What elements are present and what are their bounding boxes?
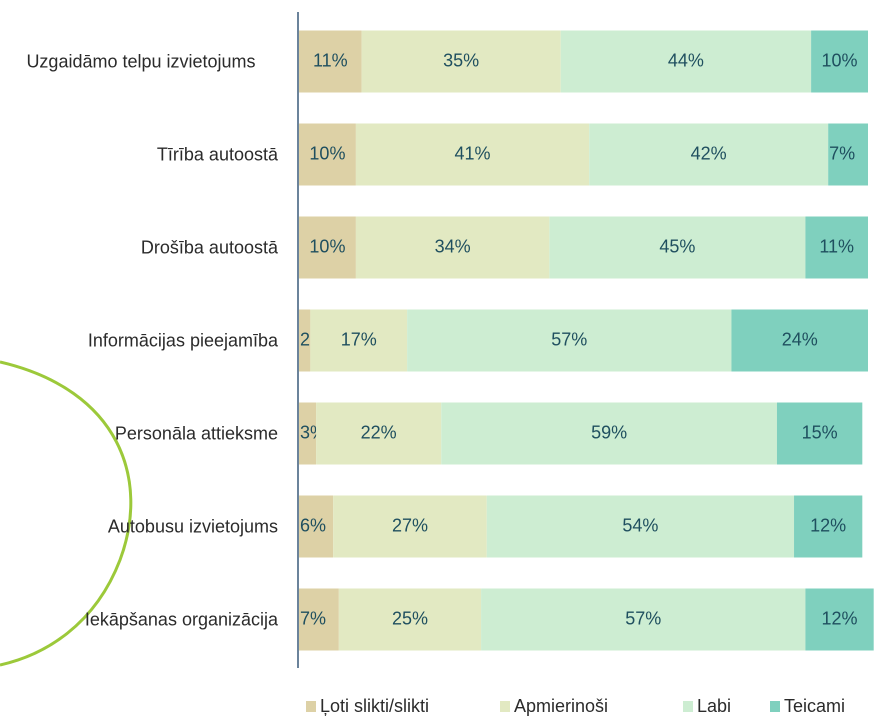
data-label: 27%	[392, 515, 428, 535]
data-label: 12%	[810, 515, 846, 535]
category-label: Iekāpšanas organizācija	[84, 609, 278, 629]
bar-segment	[731, 309, 868, 372]
bar-segment	[316, 402, 442, 465]
bar-segment	[481, 588, 806, 651]
data-label: 11%	[819, 236, 854, 256]
bar-segment	[299, 588, 339, 651]
bar-segment	[486, 495, 795, 558]
bar-segment	[355, 216, 550, 279]
bar-segment	[310, 309, 408, 372]
bar-segment	[811, 30, 868, 93]
bar-segment	[805, 216, 868, 279]
data-label: 25%	[392, 608, 428, 628]
legend-swatch	[770, 701, 780, 712]
category-label: Informācijas pieejamība	[87, 330, 278, 350]
bar-segment	[333, 495, 487, 558]
data-label: 41%	[455, 143, 491, 163]
decorative-circle	[0, 360, 133, 667]
data-label: 34%	[435, 236, 471, 256]
bar-segment	[549, 216, 806, 279]
bar-segment	[299, 216, 356, 279]
bar-segment	[299, 402, 317, 465]
bar-segment	[355, 123, 590, 186]
bar-segment	[828, 123, 868, 186]
legend-swatch	[683, 701, 693, 712]
bar-segment	[299, 309, 311, 372]
data-label: 10%	[309, 236, 345, 256]
data-label: 11%	[313, 50, 348, 70]
data-label: 22%	[361, 422, 397, 442]
legend-label: Labi	[697, 696, 731, 716]
data-label: 24%	[782, 329, 818, 349]
category-label: Tīrība autoostā	[156, 144, 278, 164]
data-label: 10%	[822, 50, 858, 70]
bar-segment	[560, 30, 812, 93]
bar-segment	[361, 30, 561, 93]
bar-segment	[338, 588, 482, 651]
bar-segment	[441, 402, 777, 465]
bar-segment	[794, 495, 863, 558]
legend-label: Teicami	[784, 696, 845, 716]
category-label: Autobusu izvietojums	[107, 516, 278, 536]
data-label: 57%	[551, 329, 587, 349]
category-label: Drošība autoostā	[140, 237, 278, 257]
legend-label: Ļoti slikti/slikti	[320, 696, 429, 716]
data-label: 7%	[300, 608, 326, 628]
data-label: 12%	[822, 608, 858, 628]
data-label: 6%	[300, 515, 326, 535]
bar-segment	[589, 123, 829, 186]
category-label: Uzgaidāmo telpu izvietojums	[26, 51, 256, 71]
category-label: Personāla attieksme	[114, 423, 278, 443]
legend-swatch	[306, 701, 316, 712]
data-label: 42%	[691, 143, 727, 163]
bar-segment	[805, 588, 874, 651]
data-label: 59%	[591, 422, 627, 442]
data-label: 54%	[622, 515, 658, 535]
bar-segment	[299, 495, 334, 558]
data-label: 45%	[659, 236, 695, 256]
data-label: 35%	[443, 50, 479, 70]
data-label: 7%	[829, 143, 855, 163]
data-label: 17%	[341, 329, 377, 349]
data-label: 15%	[802, 422, 838, 442]
data-label: 10%	[309, 143, 345, 163]
bar-segment	[299, 30, 362, 93]
legend-label: Apmierinoši	[514, 696, 608, 716]
bar-segment	[776, 402, 863, 465]
bar-segment	[299, 123, 356, 186]
legend-swatch	[500, 701, 510, 712]
data-label: 57%	[625, 608, 661, 628]
data-label: 44%	[668, 50, 704, 70]
bar-segment	[407, 309, 732, 372]
